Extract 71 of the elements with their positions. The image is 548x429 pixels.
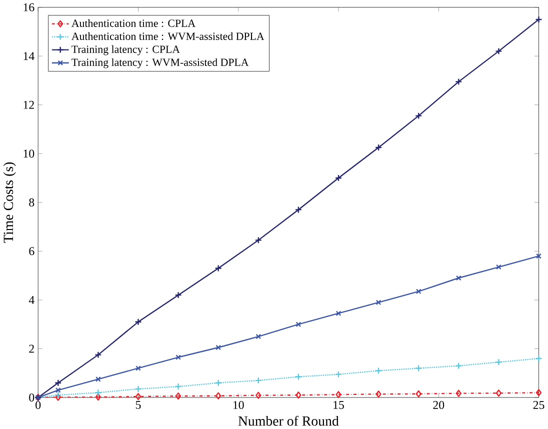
legend-label: Training latency : WVM-assisted DPLA xyxy=(72,58,249,68)
legend-label: Authentication time : CPLA xyxy=(71,19,196,27)
point xyxy=(334,174,342,182)
point xyxy=(135,392,142,400)
point xyxy=(134,385,142,393)
point xyxy=(374,144,382,152)
point xyxy=(336,390,342,398)
y-tick-label: 6 xyxy=(29,247,34,256)
point xyxy=(455,362,462,370)
point xyxy=(374,367,382,374)
point xyxy=(176,354,181,360)
point xyxy=(175,392,182,400)
point xyxy=(294,373,302,380)
point xyxy=(94,351,102,358)
point xyxy=(495,48,502,55)
x-tick-label: 10 xyxy=(233,400,244,410)
point xyxy=(455,78,462,86)
y-tick-label: 2 xyxy=(29,344,34,353)
point xyxy=(456,275,462,281)
point xyxy=(415,112,422,120)
y-tick-label: 10 xyxy=(24,150,34,158)
legend-label: Authentication time : WVM-assisted DPLA xyxy=(71,32,264,40)
point xyxy=(54,391,62,399)
point xyxy=(256,392,262,399)
point xyxy=(136,366,141,371)
x-tick-label: 5 xyxy=(136,400,141,409)
x-tick-label: 25 xyxy=(533,400,544,409)
point xyxy=(134,318,142,326)
point xyxy=(496,264,502,270)
y-axis-title: Time Costs (s) xyxy=(3,162,16,243)
point xyxy=(416,390,422,398)
point xyxy=(214,379,222,386)
point xyxy=(95,393,101,401)
point xyxy=(254,376,262,384)
point xyxy=(216,344,222,350)
x-tick-label: 0 xyxy=(36,400,41,410)
point xyxy=(495,358,502,366)
point xyxy=(296,322,302,328)
point xyxy=(535,354,542,362)
point xyxy=(376,300,382,306)
y-tick-label: 14 xyxy=(24,52,34,60)
point xyxy=(54,379,62,386)
y-tick-label: 8 xyxy=(29,198,34,206)
point xyxy=(55,387,61,393)
x-tick-label: 15 xyxy=(334,400,344,409)
point xyxy=(334,370,342,378)
y-tick-label: 4 xyxy=(28,296,34,304)
point xyxy=(254,236,262,244)
point xyxy=(456,390,462,397)
x-tick-label: 20 xyxy=(433,400,444,410)
point xyxy=(296,391,302,399)
point xyxy=(376,390,382,398)
y-tick-label: 0 xyxy=(29,393,34,402)
point xyxy=(496,390,502,397)
point xyxy=(94,389,102,396)
point xyxy=(536,389,542,396)
point xyxy=(95,376,101,382)
x-axis-title: Number of Round xyxy=(238,416,339,426)
point xyxy=(416,288,422,294)
point xyxy=(256,334,262,340)
point xyxy=(174,291,182,299)
point xyxy=(294,206,302,214)
y-tick-label: 16 xyxy=(24,3,34,12)
y-tick-label: 12 xyxy=(24,100,34,109)
legend-label: Training latency : CPLA xyxy=(72,45,180,56)
point xyxy=(55,394,61,401)
point xyxy=(216,392,222,400)
point xyxy=(214,264,222,272)
point xyxy=(415,364,422,372)
point xyxy=(174,382,182,390)
point xyxy=(336,310,342,316)
